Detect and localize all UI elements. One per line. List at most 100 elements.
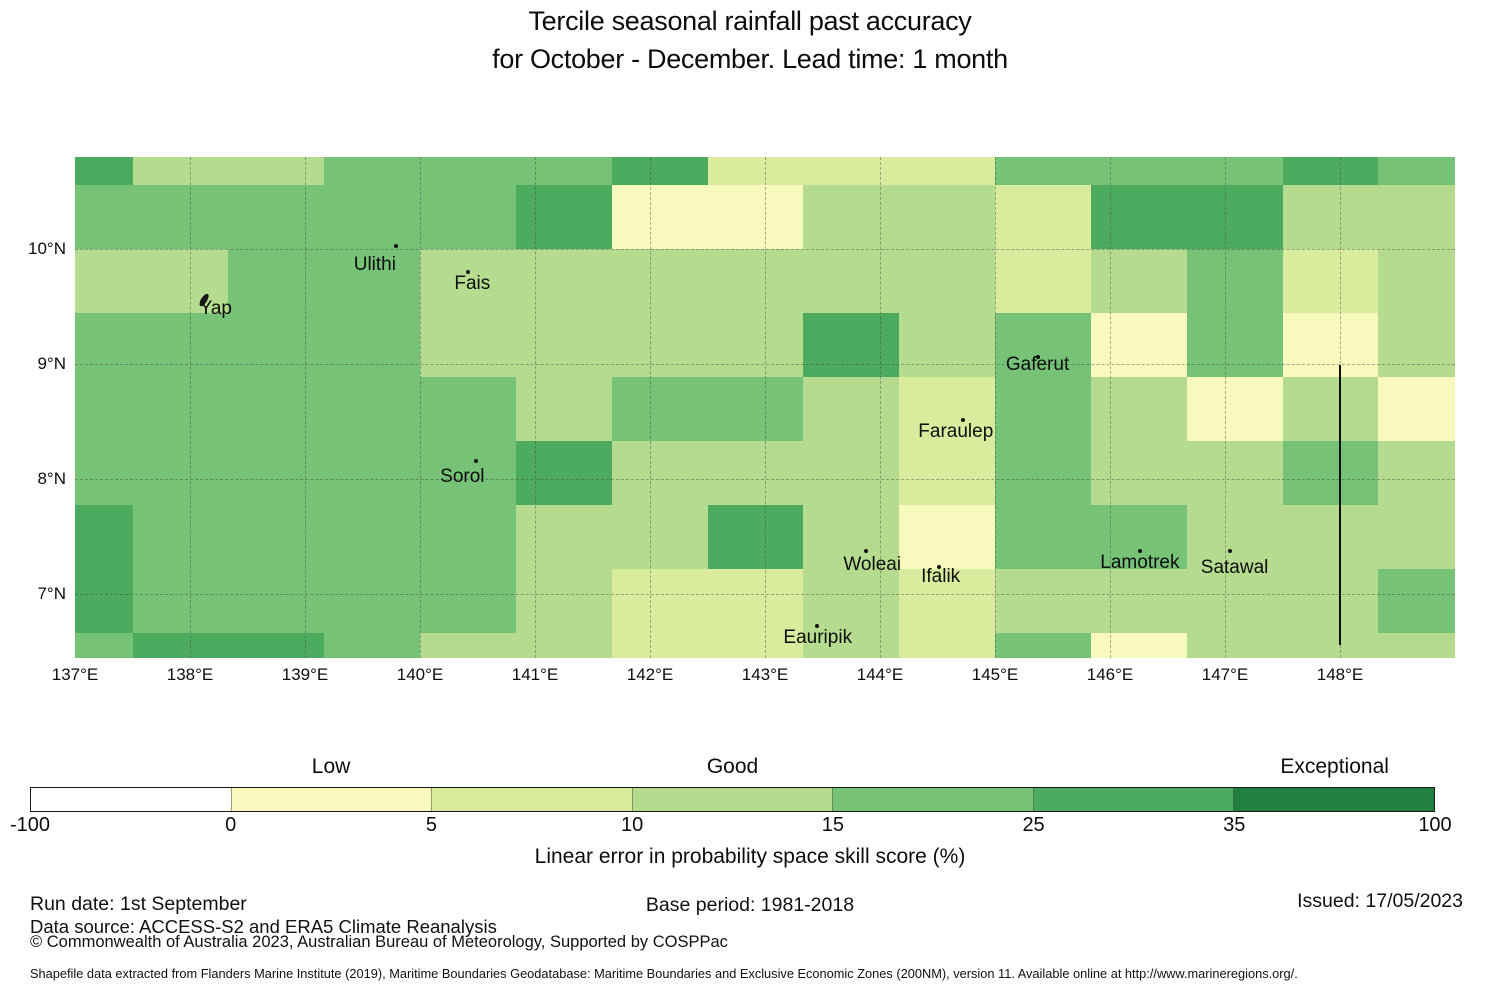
map-cell (1378, 633, 1455, 658)
map-cell (516, 377, 612, 441)
longitude-gridline (650, 157, 651, 658)
map-cell (133, 441, 228, 505)
lon-tick-label: 146°E (1086, 665, 1134, 684)
map-cell (228, 633, 324, 658)
map-cell (899, 569, 995, 633)
map-cell (1283, 377, 1378, 441)
map-cell (324, 441, 420, 505)
map-cell (1187, 441, 1283, 505)
island-marker-dot (393, 244, 398, 248)
island-marker-dot (864, 548, 869, 553)
map-cell (612, 633, 708, 658)
longitude-gridline (535, 157, 536, 658)
colorbar-tick-label: 5 (425, 814, 437, 836)
run-date-text: Run date: 1st September (30, 893, 247, 915)
colorbar-segment (230, 788, 432, 811)
map-cell (1283, 569, 1378, 633)
map-cell (324, 569, 420, 633)
map-cell (420, 185, 516, 249)
map-cell (1187, 633, 1283, 658)
chart-title-line1: Tercile seasonal rainfall past accuracy (528, 6, 972, 36)
map-cell (228, 157, 324, 185)
map-cell (133, 313, 228, 377)
map-cell (324, 377, 420, 441)
map-cell (420, 633, 516, 658)
map-cell (420, 569, 516, 633)
map-cell (995, 505, 1091, 569)
map-cell (1187, 505, 1283, 569)
island-label: Lamotrek (1100, 551, 1180, 573)
map-cell (708, 185, 803, 249)
map-cell (133, 377, 228, 441)
map-cell (899, 441, 995, 505)
map-cell (420, 377, 516, 441)
map-cell (1091, 157, 1187, 185)
map-cell (1378, 157, 1455, 185)
latitude-gridline (75, 364, 1455, 365)
map-cell (324, 185, 420, 249)
map-cell (708, 313, 803, 377)
longitude-gridline (190, 157, 191, 658)
lat-tick-label: 10°N (28, 239, 66, 258)
map-cell (133, 157, 228, 185)
map-cell (324, 157, 420, 185)
island-marker-dot (466, 269, 471, 274)
map-cell (995, 157, 1091, 185)
map-cell (612, 157, 708, 185)
map-cell (899, 157, 995, 185)
map-cell (1378, 185, 1455, 249)
map-cell (1091, 569, 1187, 633)
colorbar-tick-label: 25 (1022, 814, 1045, 836)
colorbar (30, 787, 1435, 812)
map-cell (1187, 569, 1283, 633)
map-cell (75, 441, 133, 505)
map-cell (75, 249, 133, 313)
map-cell (228, 249, 324, 313)
map-cell (708, 569, 803, 633)
map-cell (228, 569, 324, 633)
map-cell (1187, 249, 1283, 313)
shapefile-text: Shapefile data extracted from Flanders M… (30, 966, 1298, 981)
lon-tick-label: 141°E (511, 665, 559, 684)
map-cell (1378, 377, 1455, 441)
map-cell (1378, 249, 1455, 313)
map-cell (612, 185, 708, 249)
map-cell (1091, 505, 1187, 569)
map-cell (612, 569, 708, 633)
map-cell (995, 633, 1091, 658)
colorbar-tick-label: 0 (225, 814, 237, 836)
map-cell (75, 633, 133, 658)
lon-tick-label: 139°E (281, 665, 329, 684)
map-cell (899, 249, 995, 313)
colorbar-segment (431, 788, 632, 811)
longitude-gridline (1225, 157, 1226, 658)
map-cell (1187, 313, 1283, 377)
map-cell (75, 377, 133, 441)
island-label: Yap (199, 298, 232, 320)
map-cell (75, 185, 133, 249)
map-cell (324, 633, 420, 658)
island-label: Gaferut (1005, 354, 1070, 376)
island-marker-dot (474, 458, 479, 463)
map-cell (1283, 249, 1378, 313)
map-cell (324, 249, 420, 313)
rainfall-skill-map: Yap Ulithi Fais Sorol Gaferut Faraulep Woleai I… (75, 157, 1455, 658)
map-cell (516, 441, 612, 505)
colorbar-segment (832, 788, 1033, 811)
map-cell (75, 157, 133, 185)
lon-tick-label: 145°E (971, 665, 1019, 684)
map-cell (995, 313, 1091, 377)
map-cell (420, 441, 516, 505)
map-cell (708, 633, 803, 658)
map-cell (1091, 633, 1187, 658)
map-cell (1283, 313, 1378, 377)
map-cell (420, 313, 516, 377)
lon-tick-label: 147°E (1201, 665, 1249, 684)
map-cell (228, 441, 324, 505)
colorbar-segment (1032, 788, 1234, 811)
island-marker-dot (1035, 355, 1040, 360)
island-label: Woleai (843, 553, 902, 575)
island-label: Satawal (1200, 556, 1269, 578)
colorbar-tick-label: 35 (1223, 814, 1246, 836)
